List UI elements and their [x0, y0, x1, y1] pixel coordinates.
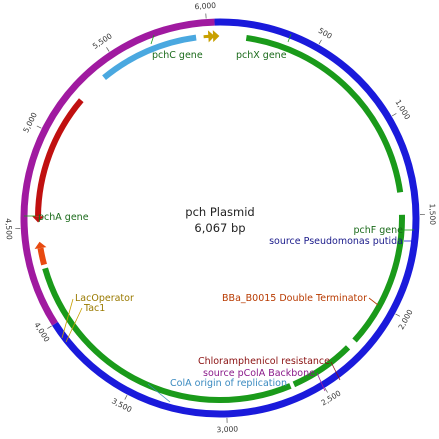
tick-mark-3500 [124, 394, 128, 400]
backbone-pseudomonas-arc[interactable] [52, 18, 420, 418]
cm-leader [330, 361, 341, 381]
feature-bba-b0015-double-terminator-arc[interactable] [37, 247, 47, 266]
tick-mark-2000 [395, 313, 401, 317]
tick-mark-500 [318, 39, 322, 45]
feature-chloramphenicol-resistance-arc[interactable] [35, 98, 84, 217]
tick-mark-4000 [47, 325, 52, 329]
tick-label-500: 500 [317, 26, 334, 41]
feature-pchx-gene-arc[interactable] [292, 345, 351, 388]
feature-tac1-arrowhead [207, 30, 215, 43]
tick-label-5000: 5,000 [21, 111, 39, 134]
leader-lines [24, 33, 415, 403]
lac-leader [61, 298, 74, 339]
plasmid-size: 6,067 bp [194, 221, 245, 235]
tac-leader [65, 307, 83, 343]
tick-mark-1000 [391, 113, 397, 117]
feature-lacoperator-arrowhead [212, 30, 220, 43]
tick-label-1000: 1,000 [393, 98, 412, 121]
feature-pchc-gene-arc[interactable] [352, 214, 405, 343]
tick-label-1500: 1,500 [428, 203, 437, 225]
tick-label-6000: 6,000 [194, 1, 216, 11]
tick-label-2500: 2,500 [319, 388, 342, 407]
tick-label-3000: 3,000 [216, 424, 238, 434]
feature-chloramphenicol-resistance-arrowhead [32, 216, 45, 223]
tick-label-4500: 4,500 [4, 218, 14, 240]
tick-label-3500: 3,500 [110, 396, 133, 414]
tick-mark-2500 [324, 388, 328, 393]
pchx-label[interactable]: pchX gene [236, 50, 287, 61]
tick-label-4000: 4,000 [32, 321, 51, 344]
feature-bba-b0015-double-terminator-arrowhead [34, 241, 47, 250]
backbone-pcola-arc[interactable] [20, 18, 215, 326]
tick-mark-5000 [36, 125, 42, 129]
cm-label[interactable]: Chloramphenicol resistance [198, 356, 330, 367]
pchf-label[interactable]: pchF gene [354, 225, 404, 236]
plasmid-name: pch Plasmid [185, 205, 254, 219]
pchx-leader [287, 33, 292, 43]
pcola-label[interactable]: source pColA Backbone [203, 368, 315, 379]
pseudo-label[interactable]: source Pseudomonas putida [269, 236, 403, 247]
term-leader [368, 297, 379, 306]
feature-pcha-gene-arc[interactable] [245, 34, 404, 193]
tick-mark-5500 [106, 47, 110, 52]
backbone-layer [20, 18, 420, 418]
tick-label-5500: 5,500 [91, 31, 114, 51]
tick-label-2000: 2,000 [396, 308, 414, 331]
term-label[interactable]: BBa_B0015 Double Terminator [222, 293, 367, 304]
cola-leader [147, 383, 171, 403]
lac-label[interactable]: LacOperator [75, 293, 134, 304]
feature-pchf-gene-arc[interactable] [42, 267, 292, 403]
feature-layer [32, 30, 405, 403]
pcola-leader [316, 372, 326, 392]
pchc-leader [150, 34, 155, 45]
cola-label[interactable]: ColA origin of replication [170, 378, 287, 389]
pcha-label[interactable]: pchA gene [38, 212, 89, 223]
pchc-label[interactable]: pchC gene [152, 50, 203, 61]
tac-label[interactable]: Tac1 [83, 303, 105, 314]
feature-cola-origin-of-replication-arc[interactable] [102, 34, 197, 81]
